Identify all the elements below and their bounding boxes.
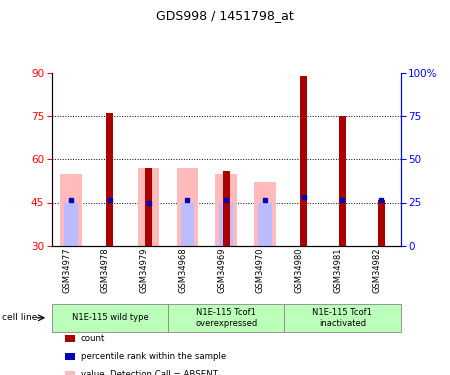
Bar xyxy=(138,168,159,246)
Text: GSM34969: GSM34969 xyxy=(217,248,226,293)
Bar xyxy=(177,168,198,246)
Bar xyxy=(223,171,230,246)
Text: GSM34970: GSM34970 xyxy=(256,248,265,293)
Text: GSM34968: GSM34968 xyxy=(178,248,187,293)
Bar xyxy=(216,174,237,246)
Bar xyxy=(106,113,113,246)
Text: GSM34978: GSM34978 xyxy=(101,248,110,293)
Bar xyxy=(219,202,233,246)
Bar xyxy=(300,76,307,246)
Text: GSM34980: GSM34980 xyxy=(295,248,304,293)
Text: value, Detection Call = ABSENT: value, Detection Call = ABSENT xyxy=(81,370,217,375)
Text: N1E-115 wild type: N1E-115 wild type xyxy=(72,314,148,322)
Bar xyxy=(258,202,272,246)
Bar xyxy=(180,202,194,246)
Text: GSM34981: GSM34981 xyxy=(333,248,342,293)
Text: N1E-115 Tcof1
inactivated: N1E-115 Tcof1 inactivated xyxy=(312,308,372,327)
Bar xyxy=(145,168,152,246)
Bar xyxy=(378,200,385,246)
Text: percentile rank within the sample: percentile rank within the sample xyxy=(81,352,226,361)
Text: N1E-115 Tcof1
overexpressed: N1E-115 Tcof1 overexpressed xyxy=(195,308,257,327)
Text: GSM34982: GSM34982 xyxy=(372,248,381,293)
Bar xyxy=(339,116,346,246)
Bar xyxy=(60,174,82,246)
Text: count: count xyxy=(81,334,105,343)
Text: GDS998 / 1451798_at: GDS998 / 1451798_at xyxy=(156,9,294,22)
Bar xyxy=(254,182,275,246)
Text: GSM34979: GSM34979 xyxy=(140,248,148,293)
Bar xyxy=(64,202,78,246)
Text: GSM34977: GSM34977 xyxy=(62,248,71,293)
Text: cell line: cell line xyxy=(2,314,38,322)
